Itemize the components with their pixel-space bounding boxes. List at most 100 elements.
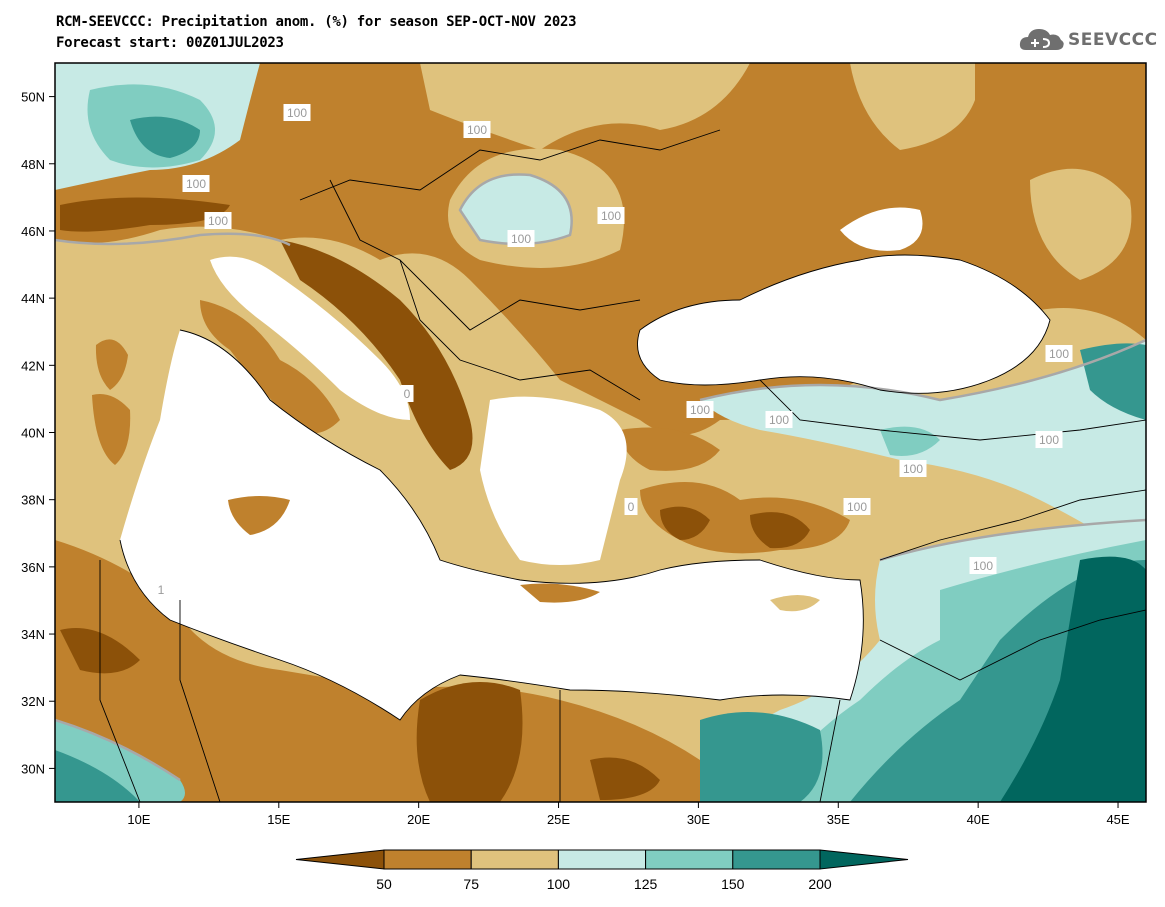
lon-tick-label: 15E: [267, 812, 290, 827]
contour-label: 1: [158, 583, 165, 597]
colorbar-segment: [557, 849, 647, 870]
lat-tick-label: 38N: [21, 493, 45, 508]
field-very-wet-caucasus: [1080, 343, 1146, 420]
colorbar-segment: [470, 849, 559, 870]
contour-label: 100: [467, 123, 487, 137]
lat-tick-label: 40N: [21, 426, 45, 441]
field-dry-turkey-west: [620, 427, 720, 471]
colorbar-tick-label: 200: [808, 876, 832, 892]
contour-label-box: [283, 104, 311, 121]
field-dry-italy: [200, 300, 340, 434]
lon-tick-label: 35E: [827, 812, 850, 827]
contour-label-box: [597, 207, 625, 224]
contour-label: 100: [1039, 433, 1059, 447]
island-sardinia: [92, 394, 131, 465]
island-sicily: [228, 496, 290, 535]
field-dry-north-africa: [55, 540, 700, 802]
seevccc-logo: SEEVCCC: [1018, 24, 1157, 56]
field-slightly-dry-north: [420, 63, 750, 150]
lon-tick-label: 25E: [547, 812, 570, 827]
contour-label-box: [765, 411, 793, 428]
lon-tick-label: 45E: [1106, 812, 1129, 827]
chart-subtitle: Forecast start: 00Z01JUL2023: [56, 35, 284, 51]
map-fields: [55, 63, 1146, 802]
field-wet-east-turkey-2: [880, 426, 940, 456]
contour-label: 100: [847, 500, 867, 514]
lat-tick-label: 44N: [21, 291, 45, 306]
field-very-dry-balkans: [280, 240, 473, 470]
contour-label-group: 100 100 100 100 100 100 100 100 100 100 100 100 100 0…: [154, 104, 1073, 598]
contour-label: 100: [690, 403, 710, 417]
contour-label-box: [843, 498, 871, 515]
field-very-dry-alps: [60, 197, 230, 232]
colorbar-tick-label: 150: [721, 876, 745, 892]
island-crete: [520, 583, 600, 603]
field-wet-romania: [460, 174, 572, 244]
colorbar: 50 75 100 125 150 200: [295, 849, 909, 892]
lat-tick-label: 34N: [21, 627, 45, 642]
sea-black-sea: [637, 255, 1050, 394]
field-slightly-dry-east: [1030, 168, 1132, 280]
lat-tick-label: 48N: [21, 157, 45, 172]
colorbar-tick-label: 125: [634, 876, 658, 892]
contour-label: 100: [208, 214, 228, 228]
island-corsica: [95, 339, 128, 390]
contour-label-box: [182, 175, 210, 192]
field-very-dry-turkey-1: [660, 506, 710, 540]
colorbar-high-triangle: [819, 849, 909, 870]
contour-label: 100: [1049, 347, 1069, 361]
contour-label-box: [1045, 345, 1073, 362]
colorbar-segment: [645, 849, 734, 870]
sea-azov: [840, 207, 923, 251]
lat-tick-label: 42N: [21, 358, 45, 373]
lat-tick-label: 36N: [21, 560, 45, 575]
contour-label-box: [204, 212, 232, 229]
contour-label: 100: [973, 559, 993, 573]
sea-mediterranean: [120, 330, 864, 720]
contour-label-box: [154, 581, 168, 598]
contour-label: 100: [769, 413, 789, 427]
contour-label-box: [1035, 431, 1063, 448]
logo-text: SEEVCCC: [1068, 30, 1158, 50]
contour-label-box: [624, 498, 638, 515]
contour-label: 100: [186, 177, 206, 191]
contour-label: 100: [511, 232, 531, 246]
lon-tick-label: 20E: [407, 812, 430, 827]
field-very-dry-egypt: [590, 757, 660, 800]
sea-aegean: [480, 396, 627, 565]
contour-100-lines: [55, 173, 1146, 782]
contour-label-box: [463, 121, 491, 138]
lon-tick-label: 10E: [127, 812, 150, 827]
contour-label-box: [969, 557, 997, 574]
contour-label-box: [899, 460, 927, 477]
colorbar-tick-label: 50: [376, 876, 392, 892]
island-cyprus: [770, 595, 820, 612]
field-very-dry-libya: [416, 682, 523, 802]
country-borders: [99, 129, 1146, 802]
sea-adriatic: [210, 256, 410, 420]
lon-tick-label: 40E: [967, 812, 990, 827]
contour-label: 100: [601, 209, 621, 223]
field-very-wet-algeria: [55, 750, 140, 802]
map-axes: 10E 15E 20E 25E 30E 35E 40E 45E 50N 48N 46N 44N 42N 4…: [21, 90, 1130, 827]
contour-label: 100: [903, 462, 923, 476]
contour-label: 100: [287, 106, 307, 120]
lat-tick-label: 46N: [21, 224, 45, 239]
cloud-logo-icon: [1019, 29, 1064, 50]
contour-label-box: [686, 401, 714, 418]
lat-tick-label: 32N: [21, 694, 45, 709]
colorbar-tick-label: 75: [463, 876, 479, 892]
field-slightly-dry-ukraine: [850, 63, 975, 150]
colorbar-low-triangle: [295, 849, 385, 870]
field-very-wet-sinai: [700, 712, 823, 802]
lat-tick-label: 50N: [21, 90, 45, 105]
contour-label-box: [507, 230, 535, 247]
colorbar-tick-label: 100: [547, 876, 571, 892]
field-wet-alps-3: [130, 116, 200, 158]
colorbar-segment: [383, 849, 472, 870]
colorbar-segment: [732, 849, 821, 870]
contour-label: 0: [628, 500, 635, 514]
chart-title: RCM-SEEVCCC: Precipitation anom. (%) for…: [56, 14, 577, 30]
contour-label: 0: [404, 387, 411, 401]
